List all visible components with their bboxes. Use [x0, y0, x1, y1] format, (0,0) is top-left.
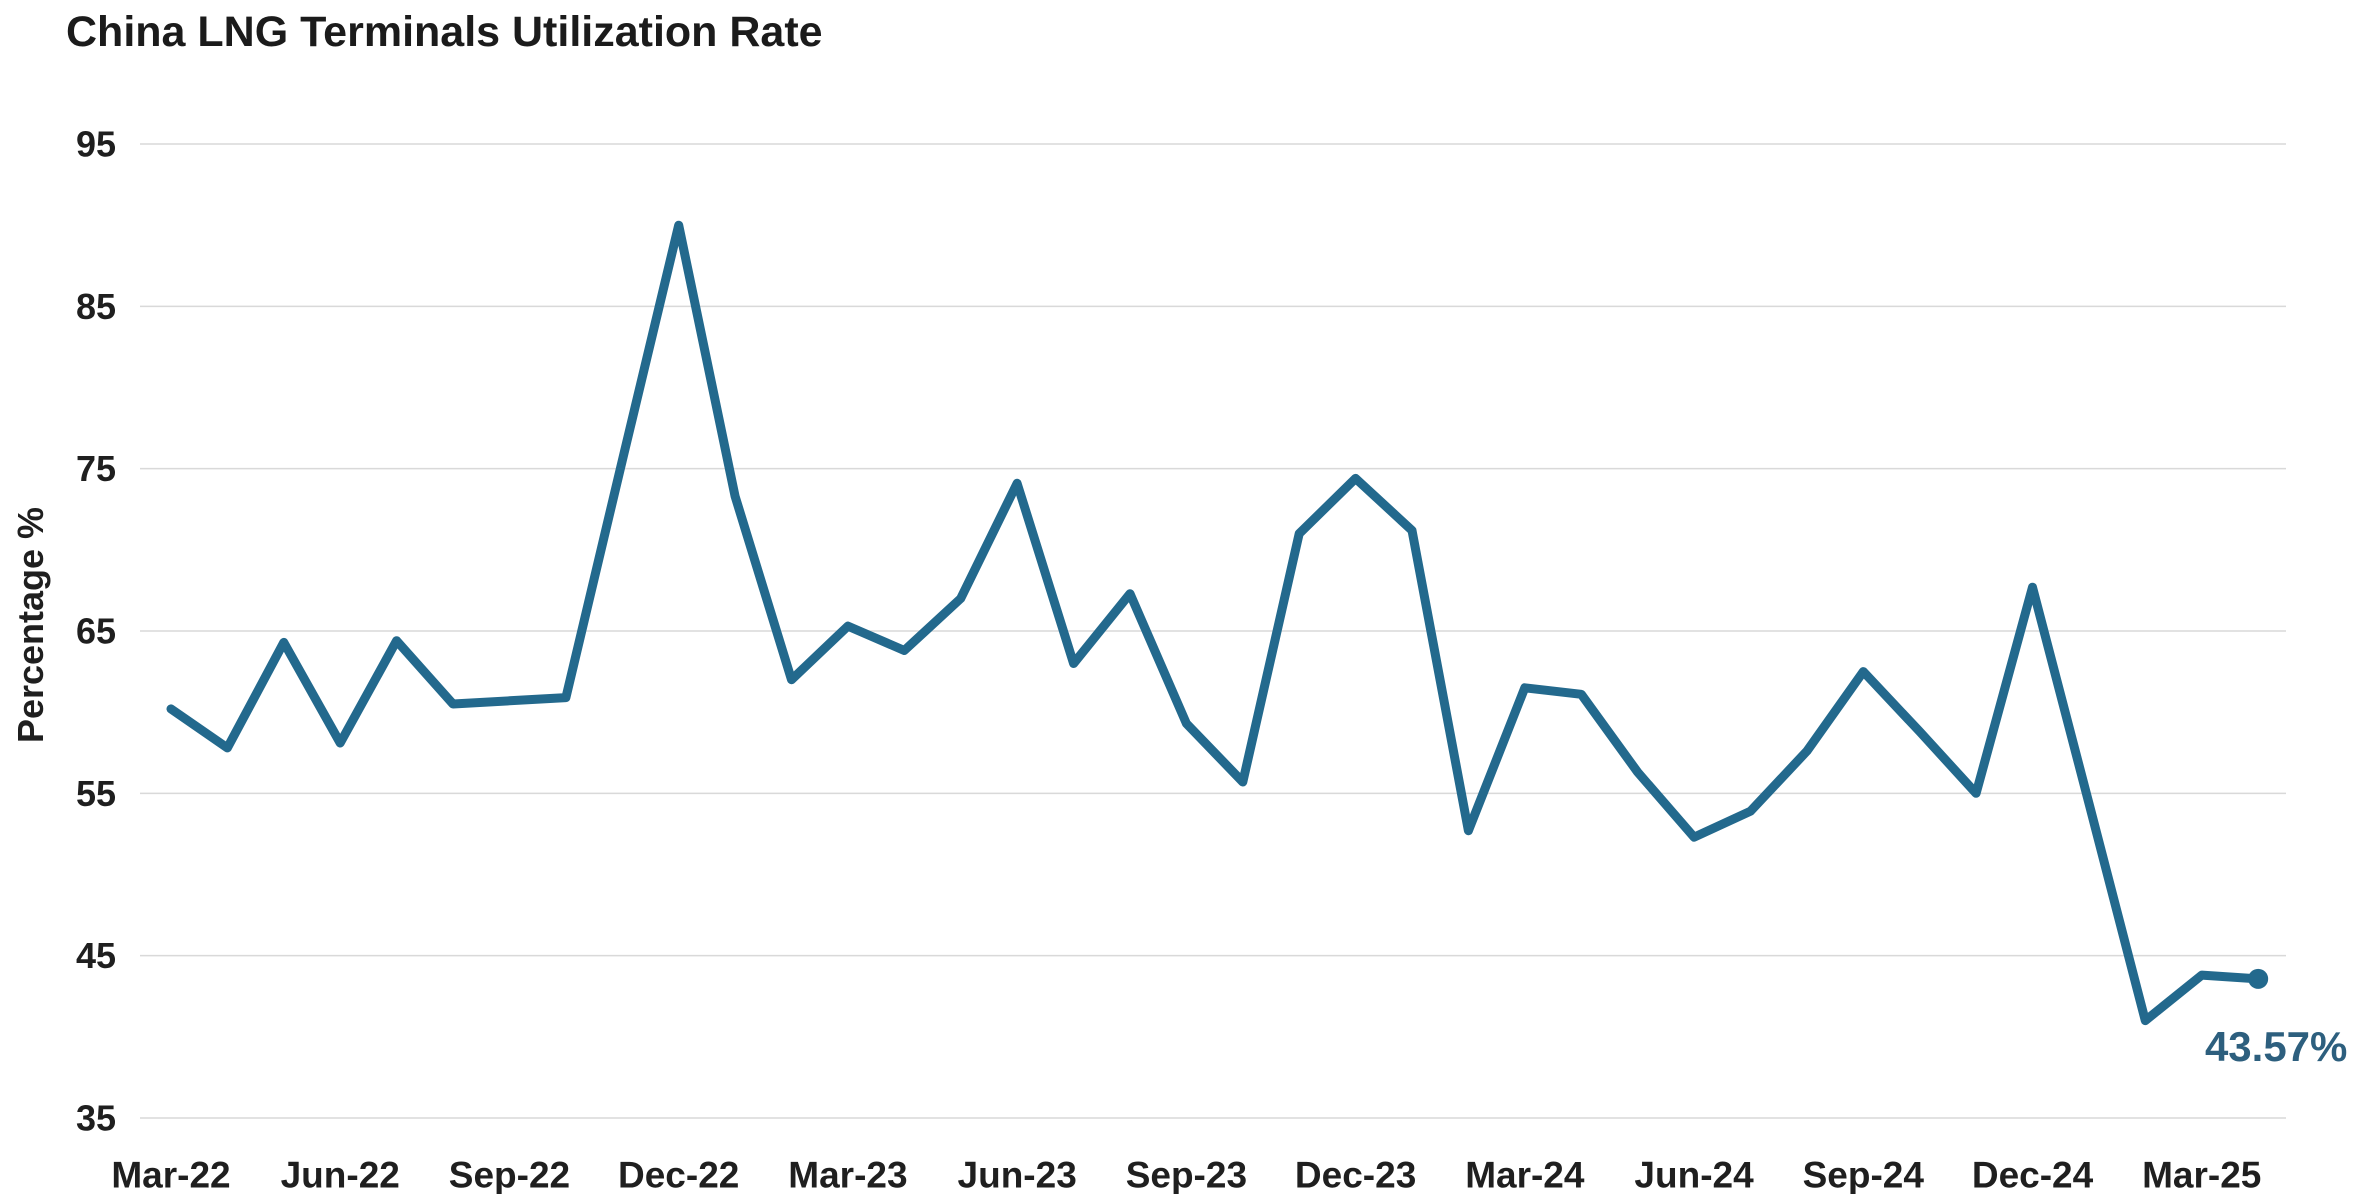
y-tick-label: 75	[76, 448, 116, 489]
chart-title: China LNG Terminals Utilization Rate	[66, 8, 823, 56]
y-tick-label: 65	[76, 611, 116, 652]
y-tick-label: 45	[76, 935, 116, 976]
y-tick-label: 85	[76, 286, 116, 327]
y-axis-title: Percentage %	[10, 506, 51, 744]
y-tick-label: 55	[76, 773, 116, 814]
x-tick-label: Sep-23	[1126, 1154, 1247, 1194]
x-tick-label: Sep-24	[1803, 1154, 1925, 1194]
y-tick-label: 35	[76, 1098, 116, 1139]
x-tick-label: Mar-25	[2142, 1154, 2261, 1194]
x-tick-label: Dec-22	[618, 1154, 739, 1194]
utilization-line	[166, 220, 2263, 1026]
x-tick-label: Dec-24	[1972, 1154, 2094, 1194]
x-tick-label: Sep-22	[449, 1154, 570, 1194]
last-point-marker	[2248, 968, 2269, 989]
x-tick-label: Mar-23	[788, 1154, 907, 1194]
x-tick-label: Dec-23	[1295, 1154, 1416, 1194]
y-tick-label: 95	[76, 124, 116, 165]
x-tick-label: Jun-24	[1634, 1154, 1754, 1194]
x-tick-label: Mar-24	[1465, 1154, 1585, 1194]
x-tick-label: Jun-23	[958, 1154, 1077, 1194]
x-tick-label: Mar-22	[111, 1154, 230, 1194]
last-point-value-label: 43.57%	[2205, 1023, 2347, 1070]
x-tick-label: Jun-22	[281, 1154, 400, 1194]
